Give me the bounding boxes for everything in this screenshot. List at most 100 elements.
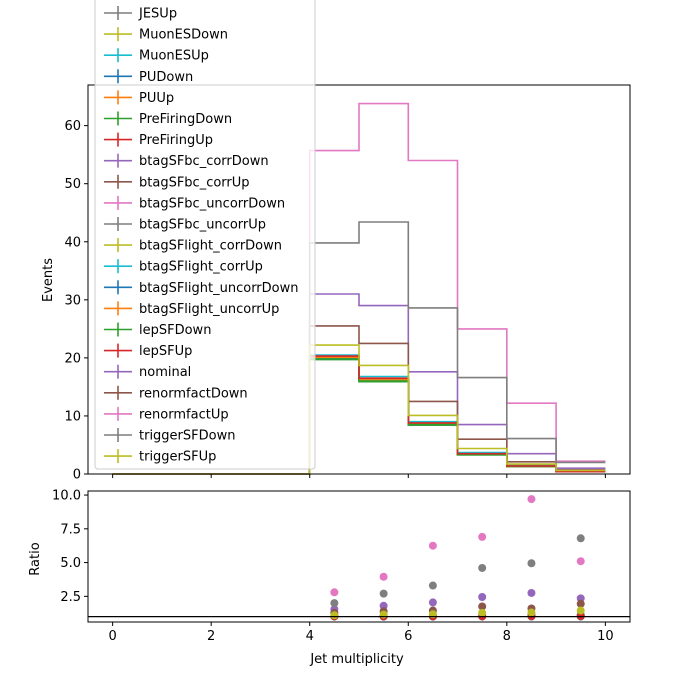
x-tick-label: 8	[503, 629, 511, 644]
ratio-point-triggersfup	[330, 611, 339, 620]
legend-label: PreFiringUp	[139, 133, 213, 148]
legend-label: JESUp	[138, 7, 177, 22]
ratio-y-tick-label: 10.0	[52, 489, 81, 504]
legend-label: lepSFDown	[139, 323, 211, 338]
ratio-y-axis-label: Ratio	[28, 542, 43, 575]
top-y-ticks: 0 10 20 30 40 50 60	[64, 119, 88, 483]
ratio-point-renormfactdown	[576, 599, 585, 608]
ratio-point-triggersfdown	[576, 534, 585, 543]
ratio-panel-frame	[87, 490, 631, 623]
legend-entry-puup: PUUp	[104, 90, 174, 106]
ratio-point-nominal	[428, 598, 437, 607]
ratio-point-renormfactup	[330, 588, 339, 597]
ratio-panel: 0 2 4 6 8 10 2.5 5.0 7.5 10.0 Ratio Jet multipli…	[28, 489, 631, 667]
legend-label: MuonESUp	[139, 49, 209, 64]
legend-entry-triggersfdown: triggerSFDown	[104, 428, 235, 444]
top-y-tick-label: 30	[64, 293, 81, 308]
top-y-tick-label: 20	[64, 351, 81, 366]
legend-frame	[94, 0, 316, 470]
ratio-y-tick-label: 5.0	[60, 556, 81, 571]
legend-entry-lepsfdown: lepSFDown	[104, 322, 211, 338]
ratio-point-triggersfdown	[478, 563, 487, 572]
top-panel: 0 10 20 30 40 50 60 Events JESUp MuonESDown Muon…	[41, 0, 631, 483]
legend-label: PUDown	[139, 70, 193, 85]
legend-label: lepSFUp	[139, 344, 192, 359]
top-y-tick-label: 10	[64, 409, 81, 424]
legend-entry-btagsflight-uncorrup: btagSFlight_uncorrUp	[104, 301, 279, 317]
ratio-point-renormfactup	[428, 541, 437, 550]
legend-entry-btagsflight-uncorrdown: btagSFlight_uncorrDown	[104, 280, 299, 296]
legend: JESUp MuonESDown MuonESUp PUDown PUUp PreFiri…	[94, 0, 316, 470]
ratio-series-triggersfdown	[330, 534, 585, 608]
x-axis-label: Jet multiplicity	[309, 652, 404, 667]
ratio-y-ticks: 2.5 5.0 7.5 10.0	[52, 489, 88, 605]
top-y-tick-label: 0	[73, 468, 81, 483]
ratio-point-triggersfdown	[527, 559, 536, 568]
legend-label: renormfactUp	[139, 407, 229, 422]
ratio-point-triggersfup	[527, 608, 536, 617]
legend-label: btagSFbc_corrUp	[139, 175, 250, 190]
ratio-point-renormfactup	[478, 532, 487, 541]
ratio-series-renormfactup	[330, 495, 585, 597]
legend-entry-btagsfbc-uncorrup: btagSFbc_uncorrUp	[104, 217, 266, 233]
ratio-point-renormfactup	[527, 495, 536, 504]
legend-label: triggerSFDown	[139, 429, 235, 444]
legend-entry-triggersfup: triggerSFUp	[104, 449, 216, 465]
top-y-tick-label: 50	[64, 177, 81, 192]
legend-label: triggerSFUp	[139, 450, 216, 465]
legend-entry-muonesdown: MuonESDown	[104, 27, 228, 43]
x-tick-label: 2	[207, 629, 215, 644]
ratio-point-triggersfup	[478, 608, 487, 617]
x-tick-label: 4	[306, 629, 314, 644]
ratio-point-renormfactup	[576, 557, 585, 566]
legend-label: btagSFlight_corrUp	[139, 260, 263, 275]
top-y-tick-label: 60	[64, 119, 81, 134]
legend-label: MuonESDown	[139, 28, 228, 43]
ratio-point-renormfactdown	[478, 602, 487, 611]
legend-entry-prefiringup: PreFiringUp	[104, 132, 213, 148]
ratio-point-nominal	[527, 588, 536, 597]
legend-entry-renormfactdown: renormfactDown	[104, 385, 248, 401]
top-x-ticks	[112, 474, 606, 478]
legend-label: btagSFlight_uncorrUp	[139, 302, 279, 317]
ratio-point-triggersfdown	[379, 589, 388, 598]
legend-label: PUUp	[139, 91, 174, 106]
legend-entry-btagsflight-corrup: btagSFlight_corrUp	[104, 259, 263, 275]
legend-label: renormfactDown	[139, 386, 248, 401]
legend-entry-prefiringdown: PreFiringDown	[104, 111, 232, 127]
legend-entry-nominal: nominal	[104, 364, 191, 380]
legend-label: btagSFbc_uncorrUp	[139, 218, 266, 233]
legend-entry-btagsfbc-uncorrdown: btagSFbc_uncorrDown	[104, 195, 285, 211]
legend-entry-renormfactup: renormfactUp	[104, 406, 229, 422]
top-y-axis-label: Events	[41, 258, 56, 302]
x-tick-label: 6	[404, 629, 412, 644]
legend-entry-pudown: PUDown	[104, 69, 193, 85]
legend-label: btagSFlight_corrDown	[139, 239, 282, 254]
legend-entry-muonesup: MuonESUp	[104, 48, 209, 64]
legend-label: PreFiringDown	[139, 112, 232, 127]
ratio-y-tick-label: 2.5	[60, 590, 81, 605]
ratio-point-renormfactup	[379, 572, 388, 581]
ratio-y-tick-label: 7.5	[60, 522, 81, 537]
ratio-point-triggersfup	[576, 606, 585, 615]
x-tick-label: 10	[597, 629, 614, 644]
legend-label: btagSFbc_corrDown	[139, 154, 269, 169]
top-y-tick-label: 40	[64, 235, 81, 250]
legend-entry-btagsfbc-corrdown: btagSFbc_corrDown	[104, 153, 269, 169]
legend-entry-lepsfup: lepSFUp	[104, 343, 192, 359]
ratio-series-group	[330, 495, 585, 621]
ratio-point-nominal	[478, 593, 487, 602]
x-tick-label: 0	[108, 629, 116, 644]
legend-label: btagSFlight_uncorrDown	[139, 281, 299, 296]
legend-entry-btagsfbc-corrup: btagSFbc_corrUp	[104, 174, 250, 190]
ratio-x-ticks: 0 2 4 6 8 10	[108, 622, 614, 644]
ratio-series-triggersfup	[330, 606, 585, 620]
legend-entry-btagsflight-corrdown: btagSFlight_corrDown	[104, 238, 282, 254]
legend-label: btagSFbc_uncorrDown	[139, 196, 285, 211]
ratio-point-triggersfdown	[330, 599, 339, 608]
ratio-point-triggersfup	[379, 610, 388, 619]
legend-entry-jesup: JESUp	[104, 6, 177, 22]
legend-label: nominal	[139, 365, 191, 380]
ratio-point-triggersfdown	[428, 581, 437, 590]
